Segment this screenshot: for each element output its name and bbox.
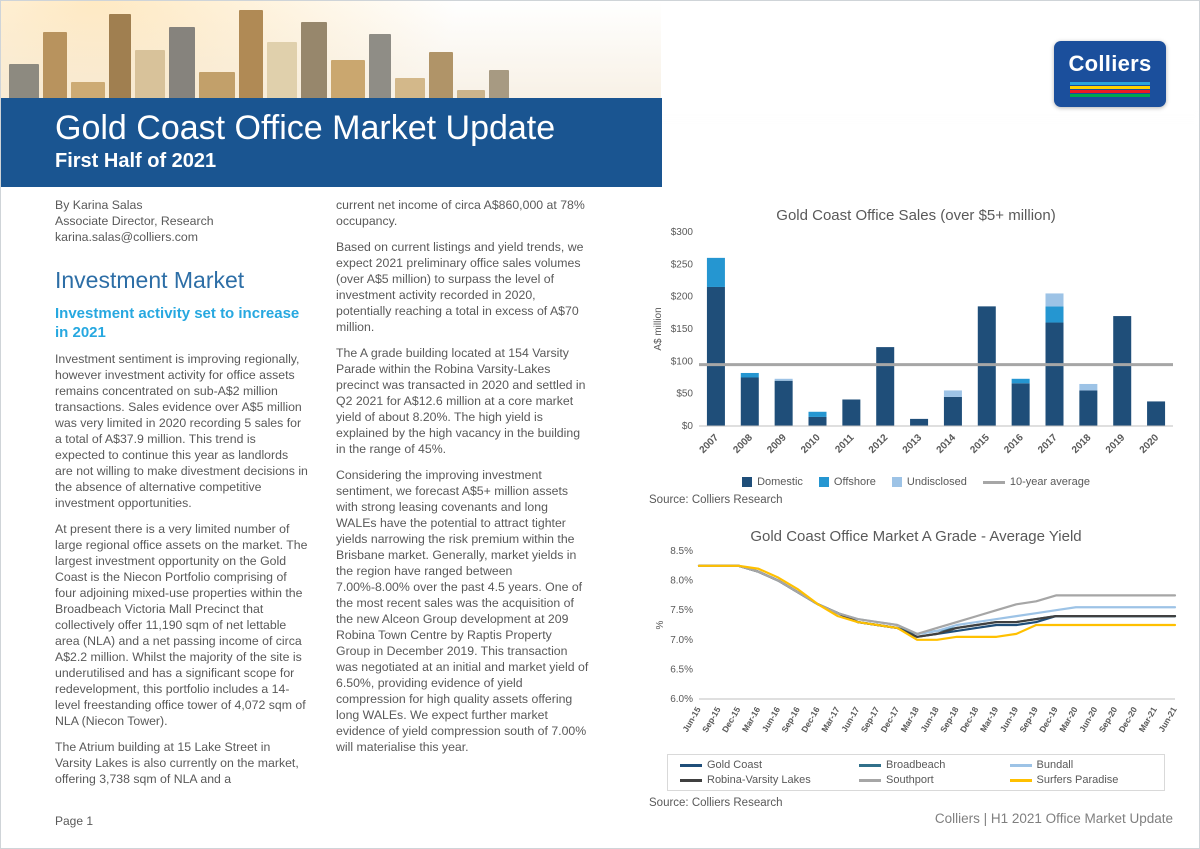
svg-text:2008: 2008	[731, 432, 755, 456]
legend-swatch	[818, 477, 829, 487]
yield-chart-plot: 6.0%6.5%7.0%7.5%8.0%8.5%%Jun-15Sep-15Dec…	[655, 546, 1179, 734]
svg-text:Dec-15: Dec-15	[720, 705, 743, 734]
svg-text:%: %	[655, 620, 666, 629]
svg-text:2007: 2007	[698, 432, 722, 456]
legend-item: 10-year average	[982, 476, 1090, 488]
paragraph: The Atrium building at 15 Lake Street in…	[55, 739, 299, 786]
svg-text:7.0%: 7.0%	[670, 635, 693, 646]
svg-text:2016: 2016	[1002, 432, 1026, 456]
svg-text:6.0%: 6.0%	[670, 694, 693, 705]
text-column-1: By Karina Salas Associate Director, Rese…	[55, 198, 308, 788]
text-column-2: current net income of circa A$860,000 at…	[336, 198, 589, 755]
legend-item: Broadbeach	[859, 759, 1002, 771]
svg-text:Dec-18: Dec-18	[958, 705, 981, 734]
legend-line-swatch	[680, 778, 702, 782]
legend-item: Bundall	[1009, 759, 1153, 771]
svg-text:2014: 2014	[935, 432, 959, 456]
page-subtitle: First Half of 2021	[55, 150, 217, 173]
paragraph: Investment sentiment is improving region…	[55, 352, 308, 511]
sales-chart: Gold Coast Office Sales (over $5+ millio…	[649, 207, 1183, 506]
logo-stripe	[1070, 90, 1150, 93]
svg-text:2010: 2010	[799, 432, 823, 456]
legend-item: Undisclosed	[891, 476, 967, 488]
author-email[interactable]: karina.salas@colliers.com	[55, 229, 199, 244]
paragraph: Based on current listings and yield tren…	[336, 239, 584, 334]
svg-text:$150: $150	[671, 324, 694, 335]
svg-text:7.5%: 7.5%	[670, 605, 693, 616]
footer-branding: Colliers | H1 2021 Office Market Update	[934, 811, 1173, 826]
paragraph: current net income of circa A$860,000 at…	[336, 198, 585, 228]
legend-line-swatch	[1009, 778, 1032, 782]
svg-text:A$ million: A$ million	[653, 307, 664, 350]
svg-text:$300: $300	[671, 227, 694, 238]
svg-text:$100: $100	[671, 356, 694, 367]
svg-text:Dec-17: Dec-17	[878, 705, 901, 734]
page-number: Page 1	[55, 814, 94, 828]
legend-item: Robina-Varsity Lakes	[680, 774, 851, 786]
legend-item: Offshore	[818, 476, 876, 488]
legend-swatch	[891, 477, 902, 487]
svg-text:2011: 2011	[833, 432, 856, 455]
svg-text:Jun-21: Jun-21	[1156, 705, 1178, 734]
section-heading: Investment Market	[55, 266, 245, 293]
svg-text:2012: 2012	[867, 432, 891, 456]
yield-chart-source: Source: Colliers Research	[649, 797, 783, 809]
svg-text:$200: $200	[671, 292, 694, 303]
svg-text:$250: $250	[671, 259, 694, 270]
colliers-logo: Colliers	[1054, 41, 1166, 107]
svg-text:2018: 2018	[1070, 432, 1094, 456]
svg-text:2009: 2009	[765, 432, 789, 456]
sales-chart-legend: Domestic Offshore Undisclosed 10-year avera…	[649, 476, 1183, 488]
legend-line-swatch	[982, 480, 1005, 484]
author-role: Associate Director, Research	[55, 213, 214, 228]
svg-text:2017: 2017	[1036, 432, 1060, 456]
svg-text:6.5%: 6.5%	[670, 664, 693, 675]
svg-text:8.0%: 8.0%	[670, 576, 693, 587]
logo-stripe	[1070, 86, 1150, 89]
column-2-body: current net income of circa A$860,000 at…	[336, 198, 589, 755]
logo-stripe	[1070, 94, 1150, 97]
legend-item: Surfers Paradise	[1009, 774, 1153, 786]
section-subheading: Investment activity set to increase in 2…	[55, 304, 300, 341]
sales-chart-plot: $0 $50 $100 $150 $200 $250 $300 A$ million 2007 2…	[653, 227, 1173, 456]
sales-chart-source: Source: Colliers Research	[649, 494, 783, 506]
column-1-body: Investment sentiment is improving region…	[55, 352, 308, 788]
surf-wave	[540, 109, 1199, 132]
byline: By Karina Salas Associate Director, Rese…	[55, 198, 308, 246]
legend-swatch	[742, 477, 753, 487]
yield-chart-legend: Gold Coast Broadbeach Bundall Robina-Varsit…	[667, 754, 1165, 791]
colliers-logo-stripes	[1070, 82, 1150, 97]
yield-chart-title: Gold Coast Office Market A Grade - Avera…	[750, 528, 1082, 545]
svg-text:8.5%: 8.5%	[670, 547, 693, 557]
svg-text:2013: 2013	[901, 432, 925, 456]
page-title: Gold Coast Office Market Update	[55, 109, 556, 147]
legend-line-swatch	[859, 763, 881, 767]
title-band: Gold Coast Office Market Update First Ha…	[1, 98, 662, 187]
legend-item: Domestic	[742, 476, 803, 488]
colliers-logo-wordmark: Colliers	[1068, 51, 1152, 76]
svg-text:2019: 2019	[1104, 432, 1128, 456]
svg-text:Dec-16: Dec-16	[799, 705, 822, 734]
legend-item: Southport	[859, 774, 1002, 786]
author-name: By Karina Salas	[55, 198, 143, 212]
svg-text:2020: 2020	[1138, 432, 1162, 456]
svg-text:$0: $0	[682, 421, 694, 432]
svg-text:Dec-19: Dec-19	[1037, 705, 1060, 734]
yield-chart: Gold Coast Office Market A Grade - Avera…	[649, 528, 1183, 809]
paragraph: At present there is a very limited numbe…	[55, 522, 308, 728]
legend-line-swatch	[859, 778, 881, 782]
svg-text:$50: $50	[676, 389, 693, 400]
legend-line-swatch	[680, 763, 702, 767]
legend-line-swatch	[1009, 763, 1032, 767]
paragraph: The A grade building located at 154 Vars…	[336, 345, 586, 456]
legend-item: Gold Coast	[680, 759, 851, 771]
logo-stripe	[1070, 82, 1150, 85]
paragraph: Considering the improving investment sen…	[336, 467, 589, 754]
svg-text:2015: 2015	[968, 432, 992, 456]
svg-text:Dec-20: Dec-20	[1116, 705, 1139, 734]
sales-chart-title: Gold Coast Office Sales (over $5+ millio…	[776, 207, 1056, 224]
